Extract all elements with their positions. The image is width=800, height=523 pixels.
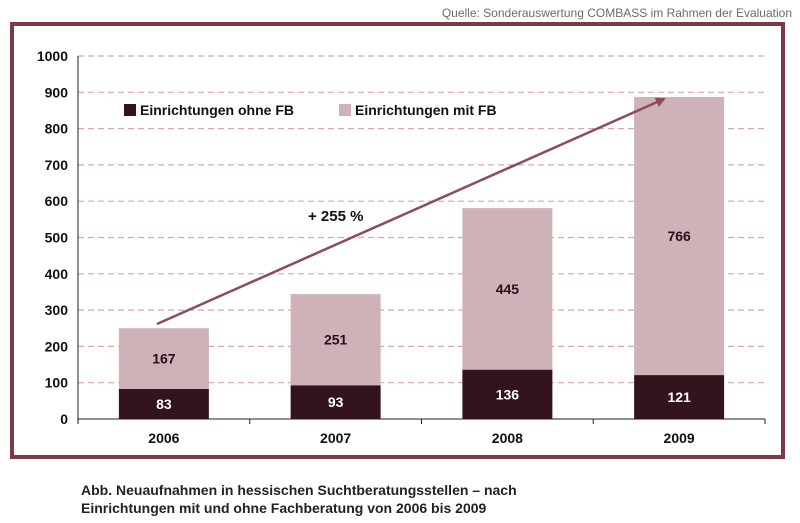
bar-segment-mit-fb [634, 97, 725, 376]
y-tick-label: 300 [45, 302, 69, 318]
y-tick-label: 200 [45, 338, 69, 354]
y-tick-label: 900 [45, 84, 69, 100]
bar-segment-ohne-fb [462, 369, 553, 419]
y-tick-label: 0 [60, 411, 68, 427]
y-tick-label: 600 [45, 193, 69, 209]
data-label: 121 [667, 389, 691, 405]
data-label: 766 [667, 228, 691, 244]
growth-annotation: + 255 % [308, 208, 363, 225]
data-label: 136 [496, 386, 520, 402]
x-tick-label: 2006 [148, 430, 179, 446]
source-note: Quelle: Sonderauswertung COMBASS im Rahm… [441, 6, 792, 20]
legend-label-mit-fb: Einrichtungen mit FB [355, 102, 497, 118]
bar-segment-ohne-fb [634, 375, 725, 419]
legend-swatch-mit-fb [339, 104, 351, 116]
caption-line-2: Einrichtungen mit und ohne Fachberatung … [81, 500, 487, 516]
x-tick-label: 2008 [492, 430, 523, 446]
legend-swatch-ohne-fb [124, 104, 136, 116]
data-label: 93 [328, 394, 344, 410]
figure-caption: Abb. Neuaufnahmen in hessischen Suchtber… [81, 481, 517, 517]
y-tick-label: 700 [45, 157, 69, 173]
bar-segment-mit-fb [118, 328, 209, 389]
bars: 83 167 93 251 136 445 121 766 [118, 97, 725, 419]
bar-segment-ohne-fb [290, 385, 381, 419]
y-tick-label: 800 [45, 121, 69, 137]
caption-line-1: Abb. Neuaufnahmen in hessischen Suchtber… [81, 482, 517, 498]
bar-segment-mit-fb [462, 208, 553, 370]
y-tick-label: 100 [45, 375, 69, 391]
x-tick-label: 2007 [320, 430, 351, 446]
data-label: 83 [156, 396, 172, 412]
data-label: 167 [152, 351, 176, 367]
y-tick-label: 500 [45, 230, 69, 246]
x-tick-label: 2009 [664, 430, 695, 446]
trend-arrow [156, 97, 666, 326]
legend-label-ohne-fb: Einrichtungen ohne FB [140, 102, 294, 118]
bar-segment-mit-fb [290, 294, 381, 386]
data-label: 251 [324, 332, 348, 348]
y-tick-label: 1000 [37, 48, 68, 64]
y-tick-label: 400 [45, 266, 69, 282]
bar-segment-ohne-fb [118, 388, 209, 419]
legend: Einrichtungen ohne FB Einrichtungen mit … [124, 102, 497, 118]
axes: 0 100 200 300 400 500 600 700 800 900 1000 2006 2007… [37, 48, 766, 446]
data-label: 445 [496, 281, 520, 297]
